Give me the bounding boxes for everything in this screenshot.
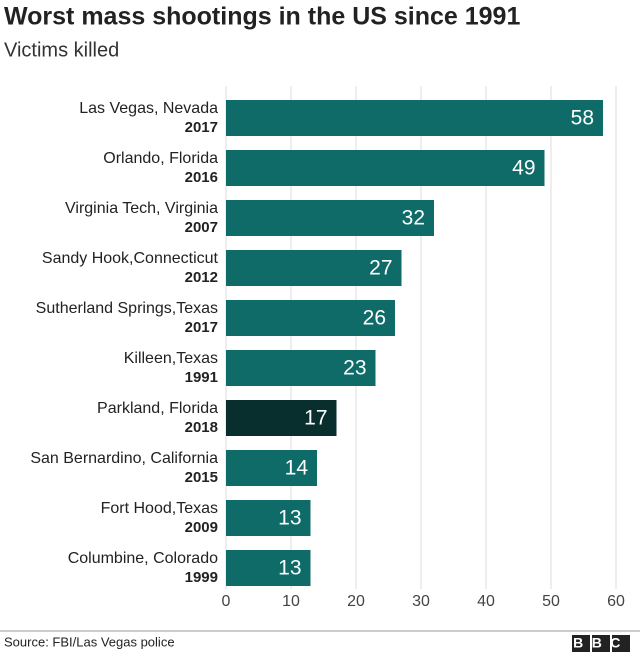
value-label: 49 xyxy=(512,157,535,180)
value-label: 27 xyxy=(369,257,392,280)
x-tick-label: 60 xyxy=(607,593,625,610)
category-label: San Bernardino, California xyxy=(30,450,218,467)
year-label: 2009 xyxy=(185,519,218,536)
bar xyxy=(226,400,337,436)
bar xyxy=(226,500,311,536)
category-label: Virginia Tech, Virginia xyxy=(65,200,218,217)
x-tick-label: 30 xyxy=(412,593,430,610)
x-tick-label: 0 xyxy=(222,593,231,610)
x-tick-label: 40 xyxy=(477,593,495,610)
bar xyxy=(226,250,402,286)
category-label: Columbine, Colorado xyxy=(68,550,218,567)
x-tick-label: 50 xyxy=(542,593,560,610)
year-label: 2017 xyxy=(185,119,218,136)
bar xyxy=(226,200,434,236)
logo-box xyxy=(612,635,630,652)
x-tick-label: 10 xyxy=(282,593,300,610)
year-label: 2016 xyxy=(185,169,218,186)
category-label: Las Vegas, Nevada xyxy=(79,100,218,117)
value-label: 32 xyxy=(402,207,425,230)
year-label: 2012 xyxy=(185,269,218,286)
value-label: 14 xyxy=(285,457,309,480)
category-label: Sandy Hook,Connecticut xyxy=(42,250,219,267)
category-label: Sutherland Springs,Texas xyxy=(36,300,218,317)
logo-box xyxy=(592,635,610,652)
year-label: 2018 xyxy=(185,419,218,436)
bar xyxy=(226,550,311,586)
value-label: 58 xyxy=(571,107,594,130)
year-label: 1999 xyxy=(185,569,218,586)
category-label: Orlando, Florida xyxy=(103,150,218,167)
x-tick-label: 20 xyxy=(347,593,365,610)
bar xyxy=(226,300,395,336)
value-label: 17 xyxy=(304,407,327,430)
chart-subtitle: Victims killed xyxy=(4,39,119,61)
chart-title: Worst mass shootings in the US since 199… xyxy=(4,3,520,31)
value-label: 26 xyxy=(363,307,386,330)
category-label: Fort Hood,Texas xyxy=(101,500,218,517)
category-label: Killeen,Texas xyxy=(124,350,218,367)
value-label: 13 xyxy=(278,557,301,580)
year-label: 2007 xyxy=(185,219,218,236)
bar xyxy=(226,150,545,186)
logo: BBC xyxy=(573,635,629,651)
year-label: 2017 xyxy=(185,319,218,336)
logo-group: BBC xyxy=(572,635,630,652)
bar xyxy=(226,350,376,386)
bar xyxy=(226,100,603,136)
bar xyxy=(226,450,317,486)
logo-box xyxy=(572,635,590,652)
value-label: 13 xyxy=(278,507,301,530)
value-label: 23 xyxy=(343,357,366,380)
year-label: 2015 xyxy=(185,469,218,486)
category-label: Parkland, Florida xyxy=(97,400,218,417)
source: Source: FBI/Las Vegas police xyxy=(4,634,175,649)
year-label: 1991 xyxy=(185,369,218,386)
